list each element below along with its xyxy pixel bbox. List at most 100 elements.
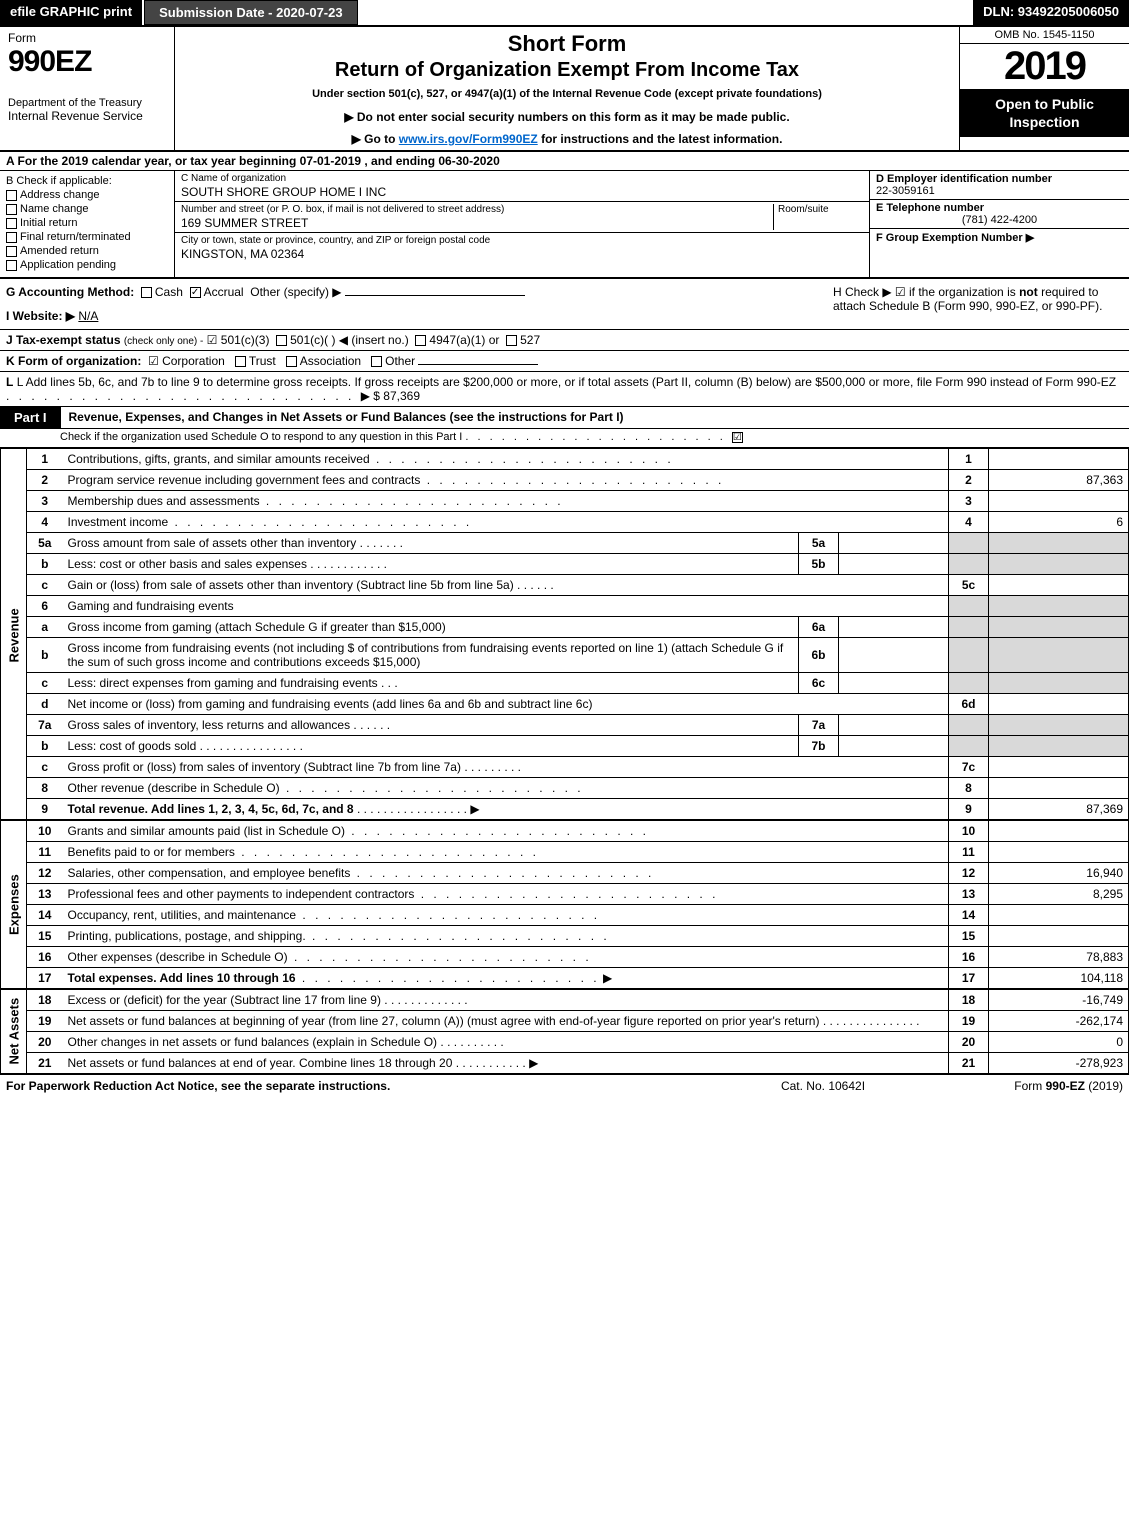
line-21-desc: Net assets or fund balances at end of ye…: [68, 1056, 453, 1070]
line-7b-sub: 7b: [799, 736, 839, 757]
line-7a-sub: 7a: [799, 715, 839, 736]
line-6c-sub: 6c: [799, 673, 839, 694]
dept-treasury: Department of the Treasury: [8, 97, 166, 109]
line-15-num: 15: [27, 926, 63, 947]
box-l-value: 87,369: [383, 389, 420, 403]
acct-cash[interactable]: Cash: [155, 285, 183, 299]
box-j: J Tax-exempt status (check only one) - ☑…: [0, 330, 1129, 351]
efile-print-label[interactable]: efile GRAPHIC print: [0, 0, 142, 25]
acct-accrual[interactable]: Accrual: [204, 285, 244, 299]
addr-value: 169 SUMMER STREET: [181, 216, 773, 230]
chk-amended-return[interactable]: Amended return: [6, 245, 168, 257]
line-12-desc: Salaries, other compensation, and employ…: [68, 866, 351, 880]
org-name-label: C Name of organization: [181, 173, 863, 184]
line-7c-desc: Gross profit or (loss) from sales of inv…: [68, 760, 461, 774]
line-5c-desc: Gain or (loss) from sale of assets other…: [68, 578, 514, 592]
page-footer: For Paperwork Reduction Act Notice, see …: [0, 1074, 1129, 1097]
irs-link[interactable]: www.irs.gov/Form990EZ: [399, 132, 538, 146]
form-ref: Form 990-EZ (2019): [923, 1079, 1123, 1093]
k-assoc[interactable]: Association: [300, 354, 361, 368]
line-13-amt: 8,295: [989, 884, 1129, 905]
line-5a-num: 5a: [27, 533, 63, 554]
k-corp[interactable]: ☑ Corporation: [148, 354, 225, 368]
box-g: G Accounting Method: Cash ✓Accrual Other…: [6, 285, 823, 323]
k-other[interactable]: Other: [385, 354, 415, 368]
line-6d-amt: [989, 694, 1129, 715]
phone-value: (781) 422-4200: [876, 214, 1123, 226]
line-7b-num: b: [27, 736, 63, 757]
part1-sub: Check if the organization used Schedule …: [0, 429, 1129, 448]
line-1-col: 1: [949, 449, 989, 470]
line-16-amt: 78,883: [989, 947, 1129, 968]
acct-other[interactable]: Other (specify) ▶: [250, 285, 341, 299]
info-block: B Check if applicable: Address change Na…: [0, 171, 1129, 279]
line-12-num: 12: [27, 863, 63, 884]
group-exemption-label: F Group Exemption Number ▶: [876, 232, 1034, 244]
chk-address-change[interactable]: Address change: [6, 189, 168, 201]
line-2-num: 2: [27, 470, 63, 491]
tax-exempt-label: J Tax-exempt status: [6, 333, 121, 347]
part1-header: Part I Revenue, Expenses, and Changes in…: [0, 407, 1129, 429]
j-4947[interactable]: 4947(a)(1) or: [429, 333, 499, 347]
line-9-desc: Total revenue. Add lines 1, 2, 3, 4, 5c,…: [68, 802, 354, 816]
tax-exempt-sub: (check only one) -: [124, 336, 203, 347]
line-4-amt: 6: [989, 512, 1129, 533]
box-k: K Form of organization: ☑ Corporation Tr…: [0, 351, 1129, 372]
cat-no: Cat. No. 10642I: [723, 1079, 923, 1093]
form-org-label: K Form of organization:: [6, 354, 141, 368]
top-bar: efile GRAPHIC print Submission Date - 20…: [0, 0, 1129, 27]
form-header: Form 990EZ Department of the Treasury In…: [0, 27, 1129, 152]
irs-label: Internal Revenue Service: [8, 109, 166, 123]
goto-pre: ▶ Go to: [352, 132, 399, 146]
box-h: H Check ▶ ☑ if the organization is not r…: [823, 285, 1123, 323]
website-value: N/A: [78, 309, 98, 323]
line-3-amt: [989, 491, 1129, 512]
chk-final-return[interactable]: Final return/terminated: [6, 231, 168, 243]
ein-value: 22-3059161: [876, 185, 1123, 197]
part1-table: Revenue 1 Contributions, gifts, grants, …: [0, 448, 1129, 1074]
j-501c[interactable]: 501(c)( ) ◀ (insert no.): [290, 333, 409, 347]
line-15-amt: [989, 926, 1129, 947]
line-15-desc: Printing, publications, postage, and shi…: [68, 929, 306, 943]
box-l-text: L Add lines 5b, 6c, and 7b to line 9 to …: [17, 375, 1116, 389]
line-8-amt: [989, 778, 1129, 799]
line-10-amt: [989, 820, 1129, 842]
line-6d-num: d: [27, 694, 63, 715]
phone-label: E Telephone number: [876, 202, 1123, 214]
chk-initial-return[interactable]: Initial return: [6, 217, 168, 229]
chk-name-change[interactable]: Name change: [6, 203, 168, 215]
tax-year: 2019: [960, 44, 1129, 89]
under-section: Under section 501(c), 527, or 4947(a)(1)…: [183, 88, 951, 100]
line-4-num: 4: [27, 512, 63, 533]
part1-tab: Part I: [0, 407, 61, 428]
line-5a-desc: Gross amount from sale of assets other t…: [68, 536, 357, 550]
chk-application-pending[interactable]: Application pending: [6, 259, 168, 271]
line-7a-subval: [839, 715, 949, 736]
line-14-num: 14: [27, 905, 63, 926]
line-21-amt: -278,923: [989, 1053, 1129, 1074]
line-13-desc: Professional fees and other payments to …: [68, 887, 415, 901]
box-h-text1: H Check ▶ ☑ if the organization is: [833, 285, 1019, 299]
line-6a-desc: Gross income from gaming (attach Schedul…: [68, 620, 446, 634]
line-5b-num: b: [27, 554, 63, 575]
j-501c3[interactable]: ☑ 501(c)(3): [207, 333, 270, 347]
line-19-amt: -262,174: [989, 1011, 1129, 1032]
part1-schedule-o-check[interactable]: ☑: [732, 432, 743, 443]
k-trust[interactable]: Trust: [249, 354, 276, 368]
line-11-desc: Benefits paid to or for members: [68, 845, 235, 859]
line-7b-subval: [839, 736, 949, 757]
line-12-amt: 16,940: [989, 863, 1129, 884]
line-6c-num: c: [27, 673, 63, 694]
line-2-amt: 87,363: [989, 470, 1129, 491]
line-13-num: 13: [27, 884, 63, 905]
omb-number: OMB No. 1545-1150: [960, 27, 1129, 44]
line-14-amt: [989, 905, 1129, 926]
line-8-desc: Other revenue (describe in Schedule O): [68, 781, 280, 795]
goto-link-row: ▶ Go to www.irs.gov/Form990EZ for instru…: [183, 132, 951, 146]
j-527[interactable]: 527: [520, 333, 540, 347]
line-16-desc: Other expenses (describe in Schedule O): [68, 950, 288, 964]
city-value: KINGSTON, MA 02364: [181, 247, 863, 261]
header-right: OMB No. 1545-1150 2019 Open to Public In…: [959, 27, 1129, 150]
line-6c-subval: [839, 673, 949, 694]
short-form-title: Short Form: [183, 31, 951, 57]
